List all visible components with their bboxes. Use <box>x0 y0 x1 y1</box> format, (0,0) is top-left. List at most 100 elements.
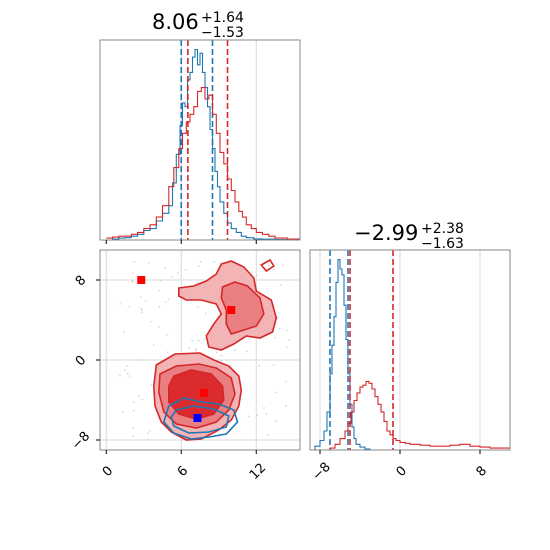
sample-point <box>256 414 258 417</box>
sample-point <box>199 260 202 263</box>
sample-point <box>188 347 191 350</box>
sample-point <box>233 349 236 352</box>
sample-point <box>141 398 144 401</box>
sample-point <box>274 336 277 339</box>
right-panel-title-minus: −1.63 <box>421 236 464 252</box>
sample-point <box>158 305 161 308</box>
sample-point <box>158 289 160 292</box>
blue-marker <box>193 414 202 422</box>
y-tick-label: 8 <box>73 273 89 289</box>
sample-point <box>285 405 287 407</box>
red-contour-upper-inner <box>220 281 265 335</box>
sample-point <box>255 274 258 277</box>
sample-point <box>132 401 135 404</box>
sample-point <box>198 265 200 267</box>
sample-point <box>265 412 268 415</box>
sample-point <box>126 372 129 375</box>
sample-point <box>196 306 199 308</box>
sample-point <box>152 344 155 346</box>
blue-histogram-series <box>106 48 300 241</box>
y-tick-label: 0 <box>73 353 89 369</box>
sample-point <box>132 409 135 412</box>
top-panel-title-minus: −1.53 <box>201 25 244 41</box>
sample-point <box>203 338 206 340</box>
blue-histogram-series <box>310 258 510 451</box>
sample-point <box>220 354 223 357</box>
sample-point <box>246 350 248 353</box>
sample-point <box>263 406 265 409</box>
sample-point <box>204 312 207 315</box>
sample-point <box>141 308 144 311</box>
sample-point <box>280 284 282 287</box>
sample-point <box>132 426 135 429</box>
contour-panel: 0 6 12 8 0 −8 <box>69 249 301 483</box>
sample-point <box>258 364 261 367</box>
sample-point <box>131 272 134 275</box>
x-tick-label: 6 <box>175 464 191 480</box>
sample-point <box>138 359 141 361</box>
sample-point <box>266 433 269 436</box>
panel-frame <box>99 39 301 241</box>
x-tick-label: 0 <box>100 464 116 480</box>
red-marker <box>137 276 146 284</box>
sample-point <box>194 349 197 352</box>
sample-point <box>285 380 287 383</box>
sample-point <box>268 264 270 267</box>
top-panel-title-plus: +1.64 <box>201 10 244 26</box>
sample-point <box>159 279 162 282</box>
sample-point <box>148 430 151 432</box>
sample-point <box>273 268 275 271</box>
blue-contour-outer <box>162 397 239 440</box>
top-histogram-panel <box>99 39 301 244</box>
top-panel-title: 8.06 <box>152 10 199 34</box>
sample-point <box>150 320 152 323</box>
sample-point <box>282 264 284 267</box>
sample-point <box>285 346 288 349</box>
sample-point <box>272 364 275 367</box>
sample-point <box>147 432 150 435</box>
sample-point <box>150 384 153 387</box>
sample-point <box>213 260 216 263</box>
sample-point <box>165 301 167 303</box>
x-tick-label: −8 <box>310 460 334 484</box>
sample-point <box>119 302 122 305</box>
sample-point <box>158 326 160 328</box>
sample-point <box>278 327 281 330</box>
sample-point <box>131 280 134 283</box>
red-histogram-series <box>106 87 300 240</box>
right-histogram-panel: −8 0 8 <box>309 249 511 484</box>
red-contour-islet <box>260 258 275 273</box>
sample-point <box>126 364 128 367</box>
panel-frame <box>99 249 301 451</box>
sample-point <box>176 271 179 274</box>
sample-point <box>124 369 126 371</box>
sample-point <box>147 261 150 264</box>
x-tick-label: 12 <box>247 461 269 483</box>
sample-point <box>122 411 124 414</box>
sample-point <box>144 299 147 302</box>
sample-point <box>172 435 175 438</box>
x-tick-label: 0 <box>394 464 410 480</box>
right-panel-title-plus: +2.38 <box>421 221 464 237</box>
sample-point <box>138 395 140 397</box>
sample-point <box>274 391 277 394</box>
red-contour-lower-core <box>168 369 225 420</box>
sample-point <box>247 415 250 418</box>
sample-point <box>288 339 290 342</box>
blue-contour-inner <box>170 405 230 434</box>
sample-point <box>140 311 143 314</box>
right-panel-title: −2.99 <box>354 221 418 245</box>
sample-point <box>171 275 174 278</box>
sample-point <box>132 435 134 438</box>
sample-point <box>191 340 194 342</box>
sample-point <box>215 351 218 354</box>
sample-point <box>119 374 121 377</box>
x-tick-label: 8 <box>474 464 490 480</box>
sample-point <box>166 351 169 354</box>
sample-point <box>128 305 131 308</box>
sample-point <box>129 375 131 377</box>
sample-point <box>146 438 149 441</box>
sample-point <box>195 347 198 350</box>
y-tick-label: −8 <box>69 429 93 453</box>
